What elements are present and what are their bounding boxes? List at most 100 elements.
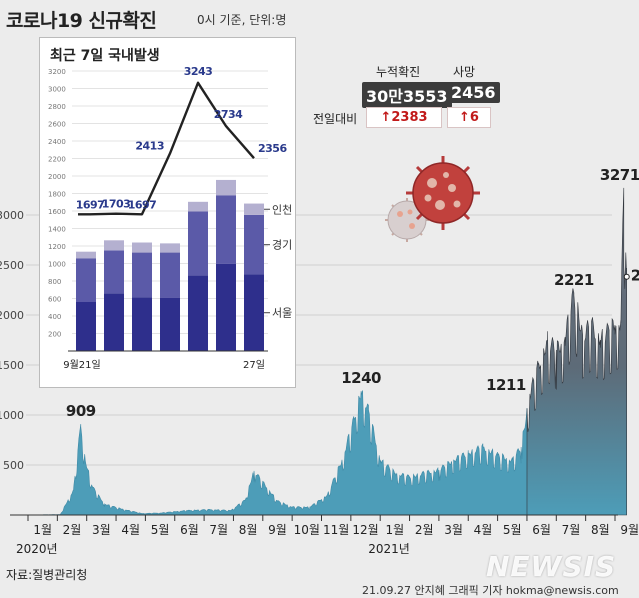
bar-incheon [104, 240, 124, 251]
bar-incheon [216, 179, 236, 196]
area-series-2020-2021 [28, 390, 528, 516]
deaths-label: 사망 [453, 65, 476, 79]
bar-seoul [104, 293, 124, 351]
y-tick-label: 500 [3, 459, 24, 472]
graphic-credit: 21.09.27 안지혜 그래픽 기자 hokma@newsis.com [362, 584, 619, 597]
x-tick-label: 5월 [151, 523, 170, 537]
x-tick-label: 4월 [474, 523, 493, 537]
inset-y-tick-label: 1200 [48, 243, 66, 251]
bar-gyeonggi [132, 252, 152, 298]
y-tick-label: 3000 [0, 209, 24, 222]
change-label: 전일대비 [313, 112, 358, 126]
cumulative-change-badge: ↑2383 [366, 107, 442, 128]
cumulative-change-value: 2383 [391, 110, 428, 125]
bar-gyeonggi [188, 211, 208, 276]
deaths-change-value: 6 [469, 110, 479, 125]
inset-y-tick-label: 2400 [48, 138, 66, 146]
y-tick-label: 2500 [0, 259, 24, 272]
page-subtitle: 0시 기준, 단위:명 [197, 13, 287, 27]
x-tick-label: 5월 [503, 523, 522, 537]
bar-gyeonggi [104, 250, 124, 294]
x-tick-label: 10월 [294, 523, 320, 537]
bar-incheon [244, 203, 264, 215]
latest-point-marker [623, 273, 630, 280]
bar-seoul [188, 275, 208, 351]
series-label: 인천 [272, 202, 292, 216]
inset-y-tick-label: 2800 [48, 103, 66, 111]
x-tick-label: 11월 [323, 523, 349, 537]
x-tick-label: 7월 [562, 523, 581, 537]
y-tick-label: 1500 [0, 359, 24, 372]
inset-x-label: 9월21일 [63, 359, 101, 371]
line-value-label: 1703 [102, 198, 131, 211]
deaths-change-badge: ↑6 [447, 107, 491, 128]
virus-illustration [385, 156, 480, 242]
x-year-label: 2021년 [368, 542, 410, 556]
inset-y-tick-label: 2600 [48, 121, 66, 129]
x-tick-label: 3월 [92, 523, 111, 537]
inset-y-tick-label: 2000 [48, 173, 66, 181]
weekly-bar-chart: 최근 7일 국내발생 200 400 600 800 1000 1200 1400 1600 18… [48, 47, 292, 371]
inset-y-tick-label: 400 [48, 313, 61, 321]
bar-seoul [244, 274, 264, 351]
arrow-up-icon: ↑ [459, 110, 470, 125]
bar-gyeonggi [160, 252, 180, 298]
peak-label: 1211 [486, 376, 526, 394]
y-tick-label: 2000 [0, 309, 24, 322]
inset-title: 최근 7일 국내발생 [50, 47, 160, 64]
line-value-label: 2356 [258, 142, 287, 155]
inset-y-tick-label: 1400 [48, 226, 66, 234]
inset-y-tick-label: 3000 [48, 86, 66, 94]
daily-total-line [78, 81, 255, 216]
peak-label: 3271 [600, 166, 639, 184]
x-tick-label: 1월 [386, 523, 405, 537]
x-tick-label: 3월 [444, 523, 463, 537]
deaths-value: 2456 [447, 82, 500, 103]
y-tick-label: 1000 [0, 409, 24, 422]
x-tick-label: 9월 [268, 523, 287, 537]
x-tick-label: 2월 [63, 523, 82, 537]
bar-incheon [160, 243, 180, 253]
line-value-label: 3243 [184, 65, 213, 78]
peak-label: 1240 [341, 369, 381, 387]
line-value-label: 2413 [135, 139, 164, 152]
x-tick-label: 6월 [180, 523, 199, 537]
bar-seoul [76, 302, 96, 351]
bar-incheon [76, 251, 96, 259]
inset-y-tick-label: 200 [48, 331, 61, 339]
x-tick-label: 9월 [620, 523, 639, 537]
arrow-up-icon: ↑ [380, 110, 392, 125]
page-title: 코로나19 신규확진 [6, 10, 157, 32]
peak-label: 909 [66, 402, 96, 420]
x-tick-label: 8월 [239, 523, 258, 537]
bar-seoul [160, 297, 180, 351]
x-tick-label: 8월 [591, 523, 610, 537]
peak-label: 2221 [554, 271, 594, 289]
weekly-inset-panel: 최근 7일 국내발생 200 400 600 800 1000 1200 1400 1600 18… [39, 37, 296, 388]
inset-y-tick-label: 1800 [48, 191, 66, 199]
x-tick-label: 2월 [415, 523, 434, 537]
area-series-recent-wave [526, 187, 627, 516]
line-value-label: 2734 [214, 108, 243, 121]
inset-y-tick-label: 2200 [48, 156, 66, 164]
bar-seoul [132, 297, 152, 351]
x-tick-label: 7월 [209, 523, 228, 537]
bar-gyeonggi [76, 258, 96, 302]
bar-incheon [188, 201, 208, 212]
inset-y-tick-label: 3200 [48, 68, 66, 76]
bar-gyeonggi [216, 195, 236, 264]
x-tick-label: 1월 [33, 523, 52, 537]
series-label: 경기 [272, 239, 292, 252]
line-value-label: 1697 [128, 198, 157, 211]
inset-x-label: 27일 [243, 359, 265, 371]
inset-y-tick-label: 800 [48, 278, 61, 286]
virus-large-icon [406, 156, 480, 230]
x-year-label: 2020년 [16, 542, 58, 556]
newsis-logo: NEWSIS [486, 550, 617, 583]
x-tick-label: 6월 [532, 523, 551, 537]
bar-seoul [216, 263, 236, 351]
bar-incheon [132, 242, 152, 253]
data-source: 자료:질병관리청 [6, 568, 88, 582]
virus-small-icon [385, 198, 429, 242]
